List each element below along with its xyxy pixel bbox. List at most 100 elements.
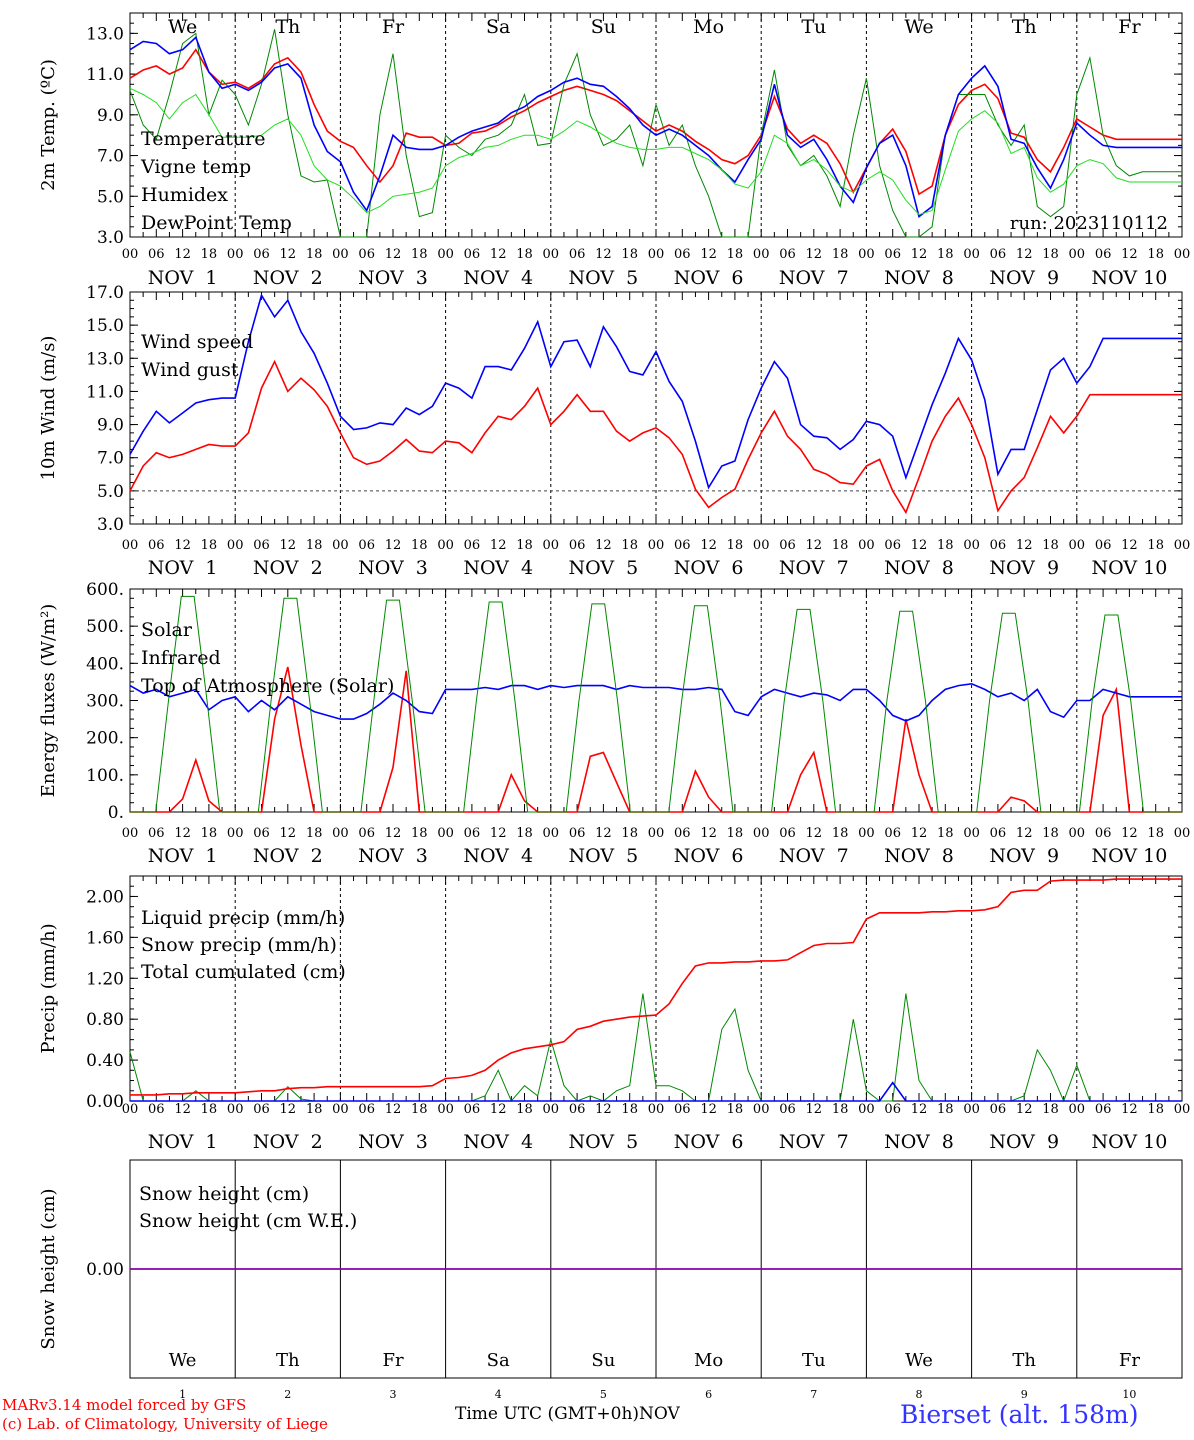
- y-axis-label: Energy fluxes (W/m²): [38, 604, 59, 798]
- y-tick-label: 500.: [86, 617, 124, 637]
- y-tick-label: 0.00: [86, 1092, 124, 1112]
- y-axis-label: Snow height (cm): [38, 1188, 59, 1349]
- hour-tick-label: 06: [1095, 538, 1112, 553]
- weekday-label-top: Th: [1012, 16, 1037, 38]
- hour-tick-label: 00: [122, 1102, 139, 1117]
- date-label: NOV 4: [463, 557, 533, 579]
- series-line-2-1: [129, 359, 1182, 515]
- y-tick-label: 9.0: [97, 416, 124, 436]
- hour-tick-label: 12: [490, 1102, 507, 1117]
- y-tick-label: 3.0: [97, 228, 124, 248]
- legend-entry: Snow height (cm W.E.): [139, 1210, 357, 1232]
- date-label: NOV 10: [1091, 845, 1167, 867]
- hour-tick-label: 18: [832, 826, 849, 841]
- hour-tick-label: 12: [280, 538, 297, 553]
- weekday-label-bottom: Sa: [487, 1350, 510, 1371]
- panel-2: 3.0 5.0 7.0 9.0 11.0 13.0 15.0 17.0 10m Wind (m/…: [38, 283, 1190, 579]
- hour-tick-label: 12: [1016, 538, 1033, 553]
- date-label: NOV 7: [779, 557, 849, 579]
- hour-tick-label: 06: [990, 826, 1007, 841]
- hour-tick-label: 00: [332, 247, 349, 262]
- day-number: 5: [600, 1388, 607, 1401]
- hour-tick-label: 18: [937, 538, 954, 553]
- date-label: NOV 6: [674, 1131, 744, 1153]
- date-label: NOV 10: [1091, 267, 1167, 289]
- hour-tick-label: 00: [122, 538, 139, 553]
- hour-tick-label: 06: [779, 1102, 796, 1117]
- hour-tick-label: 06: [990, 247, 1007, 262]
- hour-tick-label: 00: [858, 826, 875, 841]
- date-label: NOV 3: [358, 267, 428, 289]
- hour-tick-label: 00: [858, 538, 875, 553]
- hour-tick-label: 00: [1069, 826, 1086, 841]
- hour-tick-label: 12: [385, 826, 402, 841]
- hour-tick-label: 12: [490, 826, 507, 841]
- hour-tick-label: 06: [779, 247, 796, 262]
- hour-tick-label: 00: [437, 247, 454, 262]
- hour-tick-label: 00: [543, 538, 560, 553]
- date-label: NOV 7: [779, 267, 849, 289]
- panel-4: 0.00 0.40 0.80 1.20 1.60 2.00 Precip (mm/h) Liq…: [38, 875, 1190, 1153]
- date-label: NOV 5: [569, 267, 639, 289]
- hour-tick-label: 00: [963, 247, 980, 262]
- day-number: 7: [810, 1388, 817, 1401]
- hour-tick-label: 06: [1095, 826, 1112, 841]
- hour-tick-label: 00: [122, 247, 139, 262]
- hour-tick-label: 00: [1069, 538, 1086, 553]
- hour-tick-label: 18: [306, 247, 323, 262]
- weekday-label-top: We: [168, 16, 197, 38]
- weekday-label-bottom: Fr: [1119, 1350, 1140, 1371]
- y-tick-label: 400.: [86, 654, 124, 674]
- hour-tick-label: 06: [148, 538, 165, 553]
- hour-tick-label: 18: [516, 1102, 533, 1117]
- hour-tick-label: 18: [832, 538, 849, 553]
- hour-tick-label: 12: [806, 826, 823, 841]
- hour-tick-label: 18: [201, 826, 218, 841]
- y-tick-label: 3.0: [97, 515, 124, 535]
- legend-entry: Wind gust: [141, 359, 239, 381]
- hour-tick-label: 18: [1042, 247, 1059, 262]
- date-label: NOV 6: [674, 267, 744, 289]
- hour-tick-label: 18: [621, 247, 638, 262]
- weekday-label-top: Fr: [1118, 16, 1141, 38]
- hour-tick-label: 06: [358, 247, 375, 262]
- y-tick-label: 7.0: [97, 147, 124, 167]
- hour-tick-label: 12: [595, 1102, 612, 1117]
- weekday-label-top: We: [904, 16, 933, 38]
- day-number: 8: [916, 1388, 923, 1401]
- date-label: NOV 3: [358, 1131, 428, 1153]
- hour-tick-label: 12: [174, 538, 191, 553]
- hour-tick-label: 18: [201, 1102, 218, 1117]
- hour-tick-label: 00: [648, 826, 665, 841]
- hour-tick-label: 18: [727, 247, 744, 262]
- hour-tick-label: 00: [858, 1102, 875, 1117]
- weekday-label-bottom: Su: [591, 1350, 615, 1371]
- hour-tick-label: 06: [1095, 1102, 1112, 1117]
- footer-credits: MARv3.14 model forced by GFS (c) Lab. of…: [2, 1396, 328, 1434]
- weekday-label-bottom: Mo: [694, 1350, 723, 1371]
- weekday-label-top: Tu: [801, 16, 826, 38]
- y-tick-label: 1.60: [86, 928, 124, 948]
- legend-entry: Vigne temp: [140, 156, 251, 178]
- date-label: NOV 8: [884, 1131, 954, 1153]
- weekday-label-bottom: Th: [276, 1350, 300, 1371]
- hour-tick-label: 00: [753, 826, 770, 841]
- date-label: NOV 1: [148, 1131, 218, 1153]
- hour-tick-label: 06: [569, 1102, 586, 1117]
- hour-tick-label: 06: [358, 538, 375, 553]
- hour-tick-label: 00: [648, 538, 665, 553]
- hour-tick-label: 18: [621, 538, 638, 553]
- hour-tick-label: 18: [937, 826, 954, 841]
- legend-entry: Snow precip (mm/h): [141, 934, 337, 956]
- legend-entry: Wind speed: [141, 331, 253, 353]
- series-line-1-3: [129, 36, 1182, 218]
- lab-credit: (c) Lab. of Climatology, University of L…: [2, 1415, 328, 1433]
- hour-tick-label: 06: [1095, 247, 1112, 262]
- hour-tick-label: 12: [595, 538, 612, 553]
- legend-entry: Snow height (cm): [139, 1183, 309, 1205]
- date-label: NOV 5: [569, 1131, 639, 1153]
- hour-tick-label: 06: [884, 1102, 901, 1117]
- hour-tick-label: 18: [937, 247, 954, 262]
- hour-tick-label: 12: [280, 826, 297, 841]
- y-tick-label: 11.0: [86, 65, 124, 85]
